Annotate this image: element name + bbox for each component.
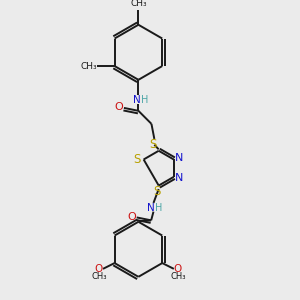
- Text: CH₃: CH₃: [91, 272, 107, 281]
- Text: S: S: [154, 185, 161, 198]
- Text: CH₃: CH₃: [80, 61, 97, 70]
- Text: O: O: [114, 102, 123, 112]
- Text: O: O: [95, 264, 103, 274]
- Text: N: N: [176, 173, 184, 183]
- Text: N: N: [133, 95, 141, 105]
- Text: O: O: [174, 264, 182, 274]
- Text: O: O: [127, 212, 136, 222]
- Text: S: S: [149, 138, 157, 151]
- Text: H: H: [140, 95, 148, 105]
- Text: S: S: [134, 153, 141, 166]
- Text: N: N: [147, 203, 155, 213]
- Text: H: H: [155, 203, 162, 213]
- Text: N: N: [176, 153, 184, 163]
- Text: CH₃: CH₃: [130, 0, 147, 8]
- Text: CH₃: CH₃: [170, 272, 186, 281]
